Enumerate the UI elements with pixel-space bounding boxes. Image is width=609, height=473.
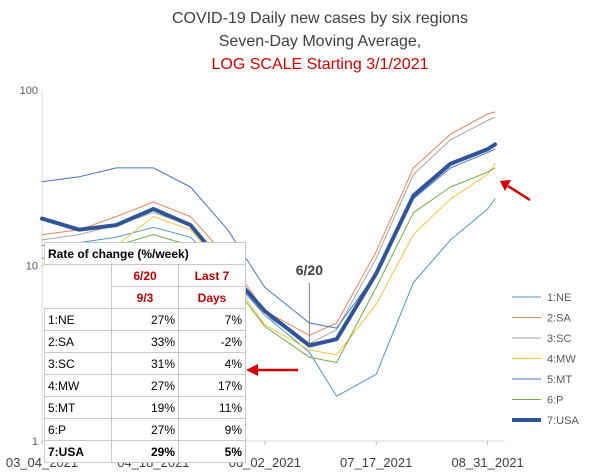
column-header-last7-line1: Last 7: [178, 264, 246, 287]
legend-entry: 2:SA: [547, 313, 572, 325]
table-row: 1:NE 27% 7%: [44, 308, 246, 331]
table-row: 2:SA 33% -2%: [44, 330, 246, 353]
column-header-range-end: 9/3: [111, 286, 179, 309]
table-row: 6:P 27% 9%: [44, 418, 246, 441]
chart-title: COVID-19 Daily new cases by six regions: [171, 10, 469, 27]
region-label: 2:SA: [44, 330, 112, 353]
rate-since-6-20: 31%: [111, 352, 179, 375]
table-row: 3:SC 31% 4%: [44, 352, 246, 375]
rate-of-change-table: Rate of change (%/week) 6/20 Last 7 9/3 …: [44, 242, 246, 463]
legend-entry: 1:NE: [547, 292, 571, 304]
legend-entry: 7:USA: [547, 415, 579, 427]
rate-last-7-days: 11%: [178, 396, 246, 419]
y-tick-label: 10: [26, 261, 38, 273]
marker-label: 6/20: [296, 262, 323, 278]
rate-since-6-20: 27%: [111, 308, 179, 331]
table-row: 4:MW 27% 17%: [44, 374, 246, 397]
table-header-row-1: 6/20 Last 7: [45, 264, 246, 287]
rate-last-7-days: 4%: [178, 352, 246, 375]
series-line-4-mw: [41, 163, 496, 356]
rate-since-6-20: 27%: [111, 418, 179, 441]
rate-last-7-days: 9%: [178, 418, 246, 441]
series-lines: [40, 111, 497, 397]
region-label: 7:USA: [44, 440, 112, 463]
rate-since-6-20: 29%: [111, 440, 179, 463]
arrow-to-series: [507, 184, 531, 202]
chart-subtitle-log-scale: LOG SCALE Starting 3/1/2021: [211, 56, 429, 73]
rate-last-7-days: 5%: [178, 440, 246, 463]
rate-last-7-days: 17%: [178, 374, 246, 397]
region-label: 4:MW: [44, 374, 112, 397]
series-line-1-ne: [41, 198, 496, 397]
rate-last-7-days: 7%: [178, 308, 246, 331]
arrow-head-table: [246, 364, 258, 376]
rate-since-6-20: 33%: [111, 330, 179, 353]
rate-since-6-20: 27%: [111, 374, 179, 397]
legend-entry: 5:MT: [547, 374, 572, 386]
x-tick-label: 06_02_2021: [229, 455, 301, 470]
region-label: 1:NE: [44, 308, 112, 331]
region-label: 3:SC: [44, 352, 112, 375]
table-title-row: Rate of change (%/week): [44, 242, 246, 265]
x-tick-label: 07_17_2021: [340, 455, 412, 470]
column-header-last7-line2: Days: [178, 286, 246, 309]
y-tick-label: 100: [20, 85, 38, 97]
table-title: Rate of change (%/week): [44, 242, 246, 265]
legend-entry: 3:SC: [547, 333, 572, 345]
table-header-row-2: 9/3 Days: [45, 286, 246, 309]
series-line-7-usa: [40, 142, 497, 348]
region-label: 5:MT: [44, 396, 112, 419]
region-label: 6:P: [44, 418, 112, 441]
legend-entry: 6:P: [547, 395, 564, 407]
series-line-5-mt: [41, 148, 496, 329]
rate-last-7-days: -2%: [178, 330, 246, 353]
rate-since-6-20: 19%: [111, 396, 179, 419]
column-header-range-start: 6/20: [111, 264, 179, 287]
y-tick-label: 1: [32, 436, 38, 448]
table-row: 5:MT 19% 11%: [44, 396, 246, 419]
series-line-2-sa: [41, 111, 496, 336]
chart-subtitle: Seven-Day Moving Average,: [218, 33, 422, 50]
legend-entry: 4:MW: [547, 354, 576, 366]
arrow-head-series: [500, 180, 511, 191]
table-row: 7:USA 29% 5%: [44, 440, 246, 463]
x-tick-label: 08_31_2021: [451, 455, 523, 470]
legend: 1:NE 2:SA 3:SC 4:MW 5:MT 6:P 7:USA: [512, 292, 579, 427]
